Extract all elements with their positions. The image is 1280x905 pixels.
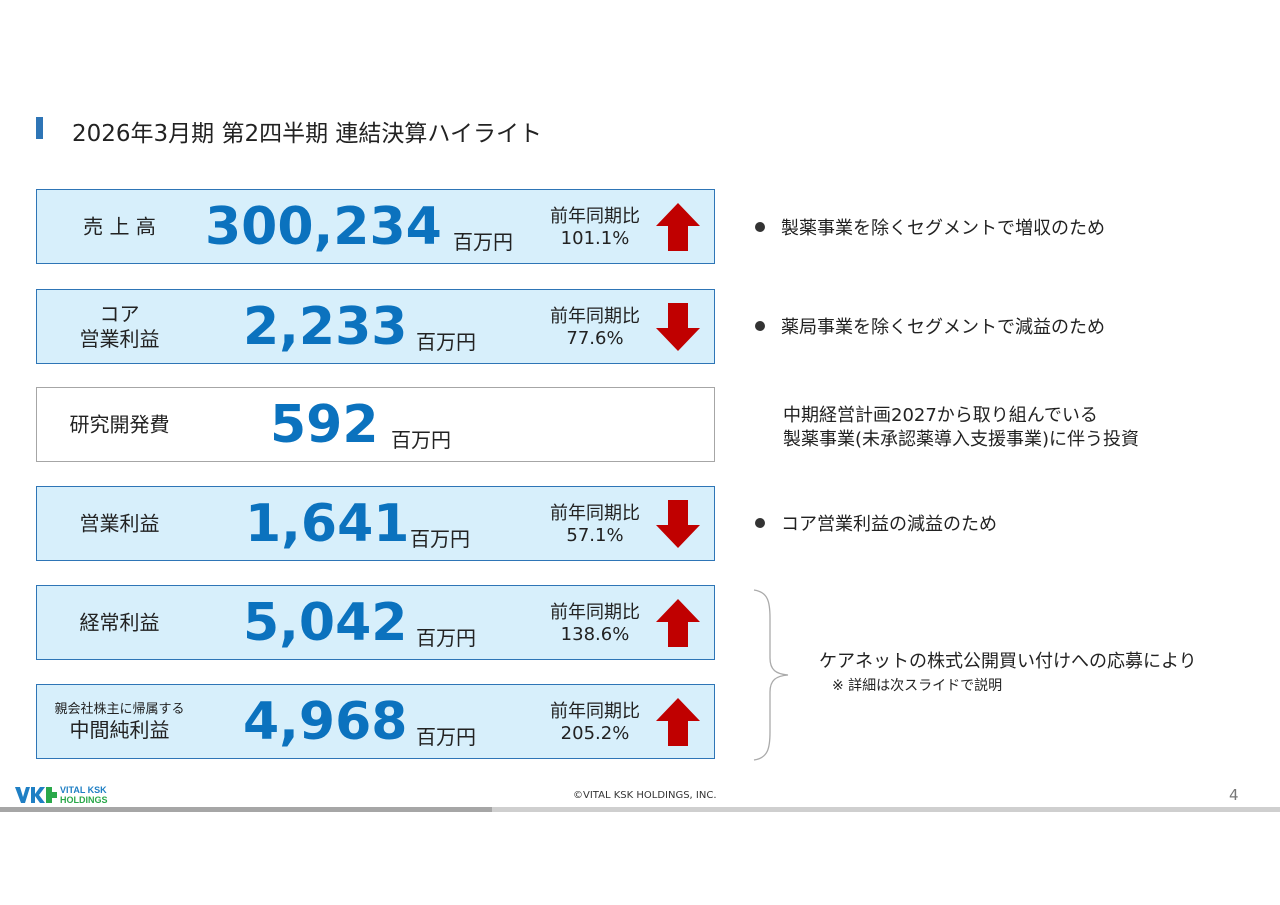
copyright: ©VITAL KSK HOLDINGS, INC.	[573, 790, 717, 801]
bullet-icon	[755, 518, 765, 528]
page-title: 2026年3月期 第2四半期 連結決算ハイライト	[72, 121, 542, 147]
yoy-comparison: 前年同期比 101.1%	[535, 206, 655, 250]
note-sales: 製薬事業を除くセグメントで増収のため	[755, 217, 1105, 241]
up-arrow-icon	[656, 698, 700, 746]
note-text: コア営業利益の減益のため	[781, 514, 997, 535]
title-accent-bar	[36, 117, 43, 139]
yoy-comparison: 前年同期比 138.6%	[535, 602, 655, 646]
down-arrow-icon	[656, 303, 700, 351]
logo-line1: VITAL KSK	[60, 785, 107, 795]
kpi-ordinary-profit: 経常利益 5,042 百万円 前年同期比 138.6%	[36, 585, 715, 660]
yoy-comparison: 前年同期比 205.2%	[535, 701, 655, 745]
kpi-label: 研究開発費	[69, 412, 170, 436]
kpi-unit: 百万円	[416, 330, 476, 354]
note-core-operating-profit: 薬局事業を除くセグメントで減益のため	[755, 316, 1105, 340]
kpi-label: 親会社株主に帰属する 中間純利益	[37, 701, 202, 743]
yoy-value: 138.6%	[560, 624, 630, 645]
kpi-label: 売 上 高	[83, 214, 156, 238]
kpi-value: 592	[270, 395, 379, 455]
yoy-label: 前年同期比	[550, 306, 640, 327]
yoy-label: 前年同期比	[550, 602, 640, 623]
logo-mark-icon	[15, 787, 57, 803]
kpi-label-line1: コア	[99, 301, 140, 326]
kpi-unit: 百万円	[391, 428, 451, 452]
kpi-rd-expenses: 研究開発費 592 百万円	[36, 387, 715, 462]
kpi-label: 営業利益	[79, 511, 160, 535]
yoy-value: 205.2%	[560, 723, 630, 744]
yoy-value: 101.1%	[560, 228, 630, 249]
yoy-label: 前年同期比	[550, 503, 640, 524]
bullet-icon	[755, 222, 765, 232]
kpi-label-line1: 親会社株主に帰属する	[54, 701, 185, 717]
company-logo: VITAL KSK HOLDINGS	[14, 785, 108, 809]
yoy-label: 前年同期比	[550, 701, 640, 722]
kpi-operating-profit: 営業利益 1,641 百万円 前年同期比 57.1%	[36, 486, 715, 561]
bullet-icon	[755, 321, 765, 331]
yoy-value: 77.6%	[566, 328, 624, 349]
note-text: 製薬事業を除くセグメントで増収のため	[781, 218, 1105, 239]
note-operating-profit: コア営業利益の減益のため	[755, 513, 997, 537]
page-number: 4	[1229, 786, 1239, 804]
logo-line2: HOLDINGS	[60, 795, 108, 805]
yoy-comparison: 前年同期比 77.6%	[535, 306, 655, 350]
kpi-sales: 売 上 高 300,234 百万円 前年同期比 101.1%	[36, 189, 715, 264]
up-arrow-icon	[656, 203, 700, 251]
kpi-value: 1,641	[245, 494, 410, 554]
kpi-label-line2: 営業利益	[79, 326, 160, 351]
note-text: 薬局事業を除くセグメントで減益のため	[781, 317, 1105, 338]
down-arrow-icon	[656, 500, 700, 548]
kpi-value: 300,234	[205, 197, 442, 257]
note-tob-sub: ※ 詳細は次スライドで説明	[832, 678, 1003, 694]
footer-bar	[492, 807, 1280, 812]
note-tob: ケアネットの株式公開買い付けへの応募により	[819, 651, 1197, 672]
kpi-net-income: 親会社株主に帰属する 中間純利益 4,968 百万円 前年同期比 205.2%	[36, 684, 715, 759]
footer-bar	[0, 807, 492, 812]
note-rd: 中期経営計画2027から取り組んでいる製薬事業(未承認薬導入支援事業)に伴う投資	[783, 404, 1139, 452]
kpi-label-line2: 中間純利益	[69, 717, 170, 742]
kpi-label: 経常利益	[79, 610, 160, 634]
kpi-value: 4,968	[243, 692, 408, 752]
yoy-label: 前年同期比	[550, 206, 640, 227]
kpi-unit: 百万円	[416, 626, 476, 650]
right-brace-icon	[753, 589, 789, 761]
kpi-unit: 百万円	[453, 230, 513, 254]
up-arrow-icon	[656, 599, 700, 647]
note-text: 中期経営計画2027から取り組んでいる	[783, 405, 1098, 426]
note-text: 製薬事業(未承認薬導入支援事業)に伴う投資	[783, 429, 1140, 450]
yoy-value: 57.1%	[566, 525, 624, 546]
kpi-core-operating-profit: コア 営業利益 2,233 百万円 前年同期比 77.6%	[36, 289, 715, 364]
kpi-label: コア 営業利益	[37, 302, 202, 352]
kpi-unit: 百万円	[416, 725, 476, 749]
yoy-comparison: 前年同期比 57.1%	[535, 503, 655, 547]
kpi-value: 2,233	[243, 297, 408, 357]
logo-text: VITAL KSK HOLDINGS	[60, 785, 108, 805]
kpi-value: 5,042	[243, 593, 408, 653]
kpi-unit: 百万円	[410, 527, 470, 551]
